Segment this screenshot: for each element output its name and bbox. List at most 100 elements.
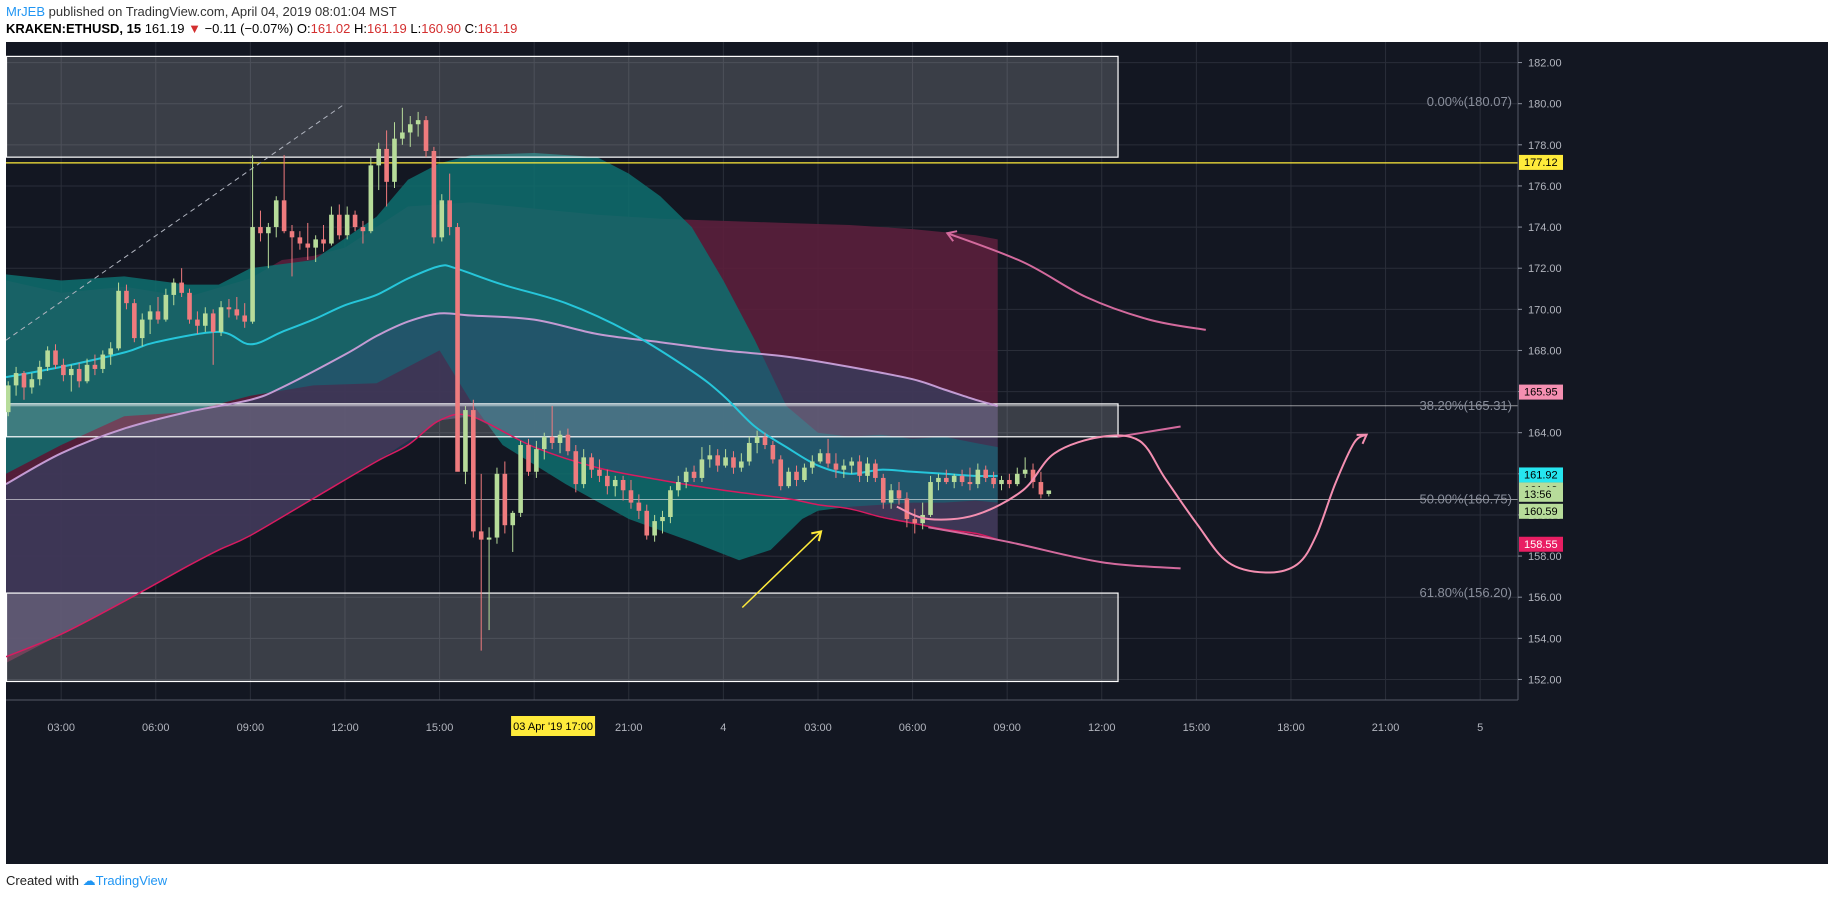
- candle-body: [857, 461, 862, 476]
- candle-body: [384, 148, 389, 182]
- candle-body: [683, 471, 689, 483]
- candle-body: [289, 231, 295, 238]
- author-link[interactable]: MrJEB: [6, 4, 45, 19]
- yellow-arrowhead: [811, 530, 823, 542]
- price-tag: [1519, 467, 1563, 483]
- candle-body: [124, 290, 129, 304]
- candle-body: [1046, 490, 1052, 494]
- price-tick-label: 172.00: [1528, 263, 1562, 275]
- chart-area[interactable]: 0.00%(180.07) 38.20%(165.31) 50.00%(160.75…: [5, 42, 1828, 864]
- price-tick-label: 174.00: [1528, 222, 1562, 234]
- price-chart[interactable]: 0.00%(180.07) 38.20%(165.31) 50.00%(160.75…: [5, 42, 1828, 864]
- candle-body: [833, 463, 839, 470]
- candle-body: [76, 368, 82, 382]
- close-value: 161.19: [477, 21, 518, 36]
- candle-body: [944, 477, 949, 483]
- time-axis-background: [6, 700, 1518, 864]
- crosshair-time-label: 03 Apr '19 17:00: [513, 721, 593, 733]
- candle-body: [392, 138, 397, 182]
- projection-arrowhead: [1356, 433, 1369, 445]
- price-change: −0.11 (−0.07%): [204, 21, 294, 36]
- time-tick-label: 12:00: [1088, 722, 1116, 734]
- close-label: C:: [464, 21, 478, 36]
- candle-body: [817, 453, 823, 462]
- candle-body: [873, 463, 878, 478]
- candle-body: [549, 436, 555, 443]
- candle-body: [739, 461, 744, 468]
- candle-body: [983, 469, 989, 478]
- price-tag-label: 158.55: [1524, 539, 1558, 551]
- candle-body: [652, 521, 657, 536]
- tradingview-link[interactable]: TradingView: [95, 873, 168, 888]
- low-value: 160.90: [421, 21, 461, 36]
- time-tick-label: 18:00: [1277, 722, 1305, 734]
- candle-body: [967, 482, 973, 485]
- candle-body: [486, 537, 492, 540]
- candle-body: [825, 453, 831, 464]
- candle-body: [321, 239, 326, 244]
- dashed-trend-line: [5, 103, 346, 341]
- price-tag-label: 13:56: [1524, 489, 1552, 501]
- price-tick-label: 158.00: [1528, 551, 1562, 563]
- drawn-lower-line: [928, 526, 1181, 570]
- price-tick-label: 178.00: [1528, 140, 1562, 152]
- candle-body: [195, 319, 200, 326]
- price-tag-label: 177.12: [1524, 157, 1558, 169]
- candle-body: [770, 445, 776, 460]
- high-value: 161.19: [367, 21, 407, 36]
- candle-body: [273, 200, 279, 228]
- candle-body: [329, 214, 334, 244]
- candle-body: [210, 313, 216, 332]
- candle-body: [1014, 473, 1020, 485]
- candle-body: [92, 364, 98, 369]
- candles: [5, 107, 1052, 651]
- candle-body: [202, 313, 208, 326]
- candle-body: [37, 366, 43, 380]
- candle-body: [171, 282, 177, 295]
- candle-body: [360, 227, 366, 232]
- price-tag: [1519, 154, 1563, 170]
- time-tick-label: 4: [720, 722, 726, 734]
- candle-body: [762, 436, 768, 446]
- price-tick-label: 170.00: [1528, 304, 1562, 316]
- candle-body: [888, 490, 894, 503]
- fib-label: 50.00%(160.75): [1419, 492, 1512, 507]
- candle-body: [841, 465, 847, 470]
- candle-body: [518, 445, 523, 513]
- candle-body: [455, 227, 460, 472]
- candle-body: [928, 482, 933, 515]
- candle-body: [494, 473, 500, 538]
- open-label: O:: [296, 21, 311, 36]
- candle-body: [218, 307, 224, 332]
- candle-body: [463, 410, 468, 472]
- candle-body: [344, 214, 350, 236]
- candle-body: [226, 307, 232, 310]
- price-tick-label: 154.00: [1528, 633, 1562, 645]
- candle-body: [802, 467, 807, 480]
- publish-text: published on TradingView.com, April 04, …: [48, 4, 397, 19]
- candle-body: [896, 490, 902, 499]
- time-tick-label: 15:00: [1183, 722, 1211, 734]
- candle-body: [605, 475, 610, 487]
- price-tick-label: 176.00: [1528, 181, 1562, 193]
- candle-body: [746, 442, 752, 462]
- candle-body: [68, 368, 74, 376]
- candle-body: [368, 165, 374, 232]
- fib-label: 38.20%(165.31): [1419, 398, 1512, 413]
- price-tag-label: 161.92: [1524, 469, 1558, 481]
- time-tick-label: 06:00: [899, 722, 927, 734]
- candle-body: [163, 294, 169, 320]
- candle-body: [1030, 469, 1036, 483]
- ohlc-legend: KRAKEN:ETHUSD, 15 161.19 ▼ −0.11 (−0.07%…: [6, 21, 517, 36]
- candle-body: [715, 455, 720, 466]
- candle-body: [975, 469, 981, 485]
- candle-body: [1022, 469, 1028, 474]
- fib-label: 61.80%(156.20): [1419, 585, 1512, 600]
- tradingview-logo-icon[interactable]: ☁: [82, 873, 96, 888]
- slow-ma-line: [5, 312, 998, 485]
- candle-body: [573, 451, 579, 485]
- time-tick-label: 15:00: [426, 722, 454, 734]
- price-tag: [1519, 503, 1563, 519]
- candle-body: [699, 459, 705, 478]
- candle-body: [526, 445, 531, 472]
